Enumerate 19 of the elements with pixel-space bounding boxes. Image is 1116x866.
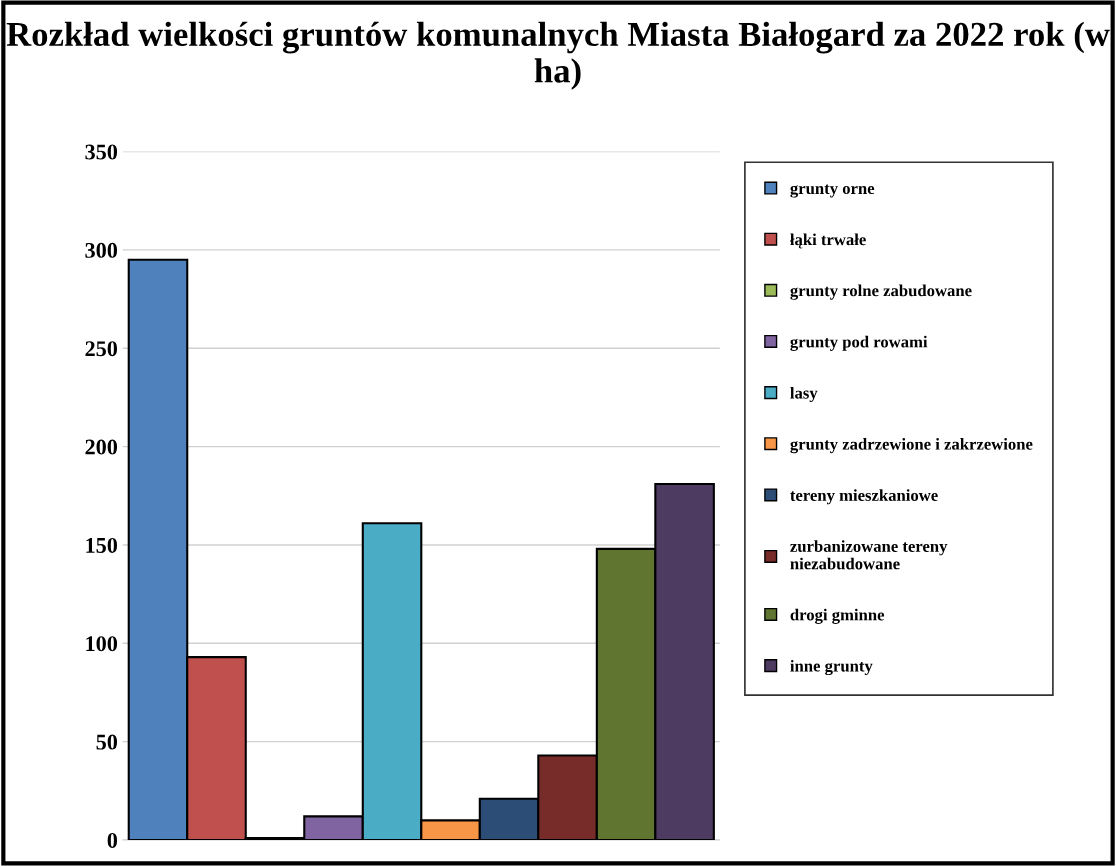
chart-title: Rozkład wielkości gruntów komunalnych Miasta Białogard za 2022 rok (w ha) (6, 21, 1110, 90)
y-tick-label: 100 (86, 636, 118, 652)
y-tick-label: 200 (85, 439, 118, 455)
legend-label: zurbanizowane tereny niezabudowane (790, 540, 948, 570)
legend-label: drogi gminne (790, 608, 885, 624)
legend-label: grunty orne (790, 184, 875, 198)
y-tick-label: 150 (86, 537, 118, 553)
legend-label: tereny mieszkaniowe (790, 489, 938, 505)
legend-label: grunty zadrzewione i zakrzewione (790, 438, 1033, 454)
y-tick-label: 250 (85, 341, 118, 357)
y-tick-label: 350 (85, 144, 118, 160)
y-tick-label: 300 (85, 242, 118, 258)
legend-label: lasy (790, 386, 818, 403)
legend-label: grunty rolne zabudowane (790, 284, 972, 300)
y-tick-label: 0 (107, 832, 118, 848)
legend-label: łąki trwałe (790, 233, 866, 249)
legend-label: grunty pod rowami (790, 335, 928, 351)
legend-label: inne grunty (790, 659, 873, 676)
y-tick-label: 50 (96, 734, 118, 750)
